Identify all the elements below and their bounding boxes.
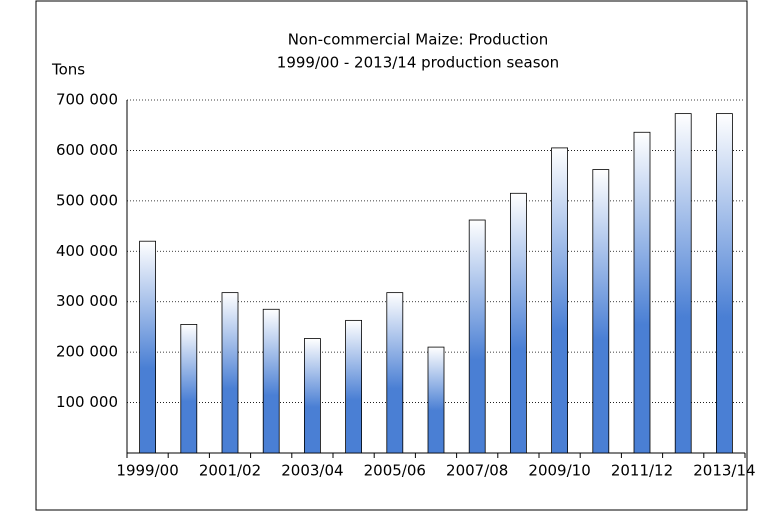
x-tick-label: 2003/04: [281, 462, 343, 480]
y-tick-label: 700 000: [56, 91, 118, 109]
bar: [345, 319, 363, 454]
bar: [592, 169, 610, 454]
y-tick-label: 100 000: [56, 393, 118, 411]
x-tick-label: 2007/08: [446, 462, 508, 480]
bar: [674, 113, 692, 454]
bar: [386, 292, 404, 454]
bar: [716, 113, 733, 454]
bar: [551, 147, 568, 454]
bar: [180, 324, 198, 454]
x-tick-label: 2013/14: [693, 462, 755, 480]
y-tick-label: 400 000: [56, 242, 118, 260]
bar: [221, 292, 239, 454]
bar: [427, 346, 445, 454]
y-tick-label: 600 000: [56, 141, 118, 159]
bar: [262, 308, 280, 454]
chart-title: Non-commercial Maize: Production: [288, 31, 549, 49]
bar: [633, 131, 651, 454]
bar: [139, 240, 157, 454]
y-tick-label: 500 000: [56, 191, 118, 209]
chart-subtitle: 1999/00 - 2013/14 production season: [277, 54, 559, 72]
y-tick-label: 200 000: [56, 343, 118, 361]
x-tick-label: 2011/12: [611, 462, 673, 480]
y-axis-title: Tons: [51, 61, 85, 79]
bar: [468, 219, 486, 454]
bar: [303, 338, 321, 454]
x-tick-label: 2001/02: [199, 462, 261, 480]
x-tick-label: 2009/10: [528, 462, 590, 480]
y-tick-label: 300 000: [56, 292, 118, 310]
x-tick-label: 2005/06: [364, 462, 426, 480]
x-tick-label: 1999/00: [116, 462, 178, 480]
bar: [509, 192, 527, 454]
